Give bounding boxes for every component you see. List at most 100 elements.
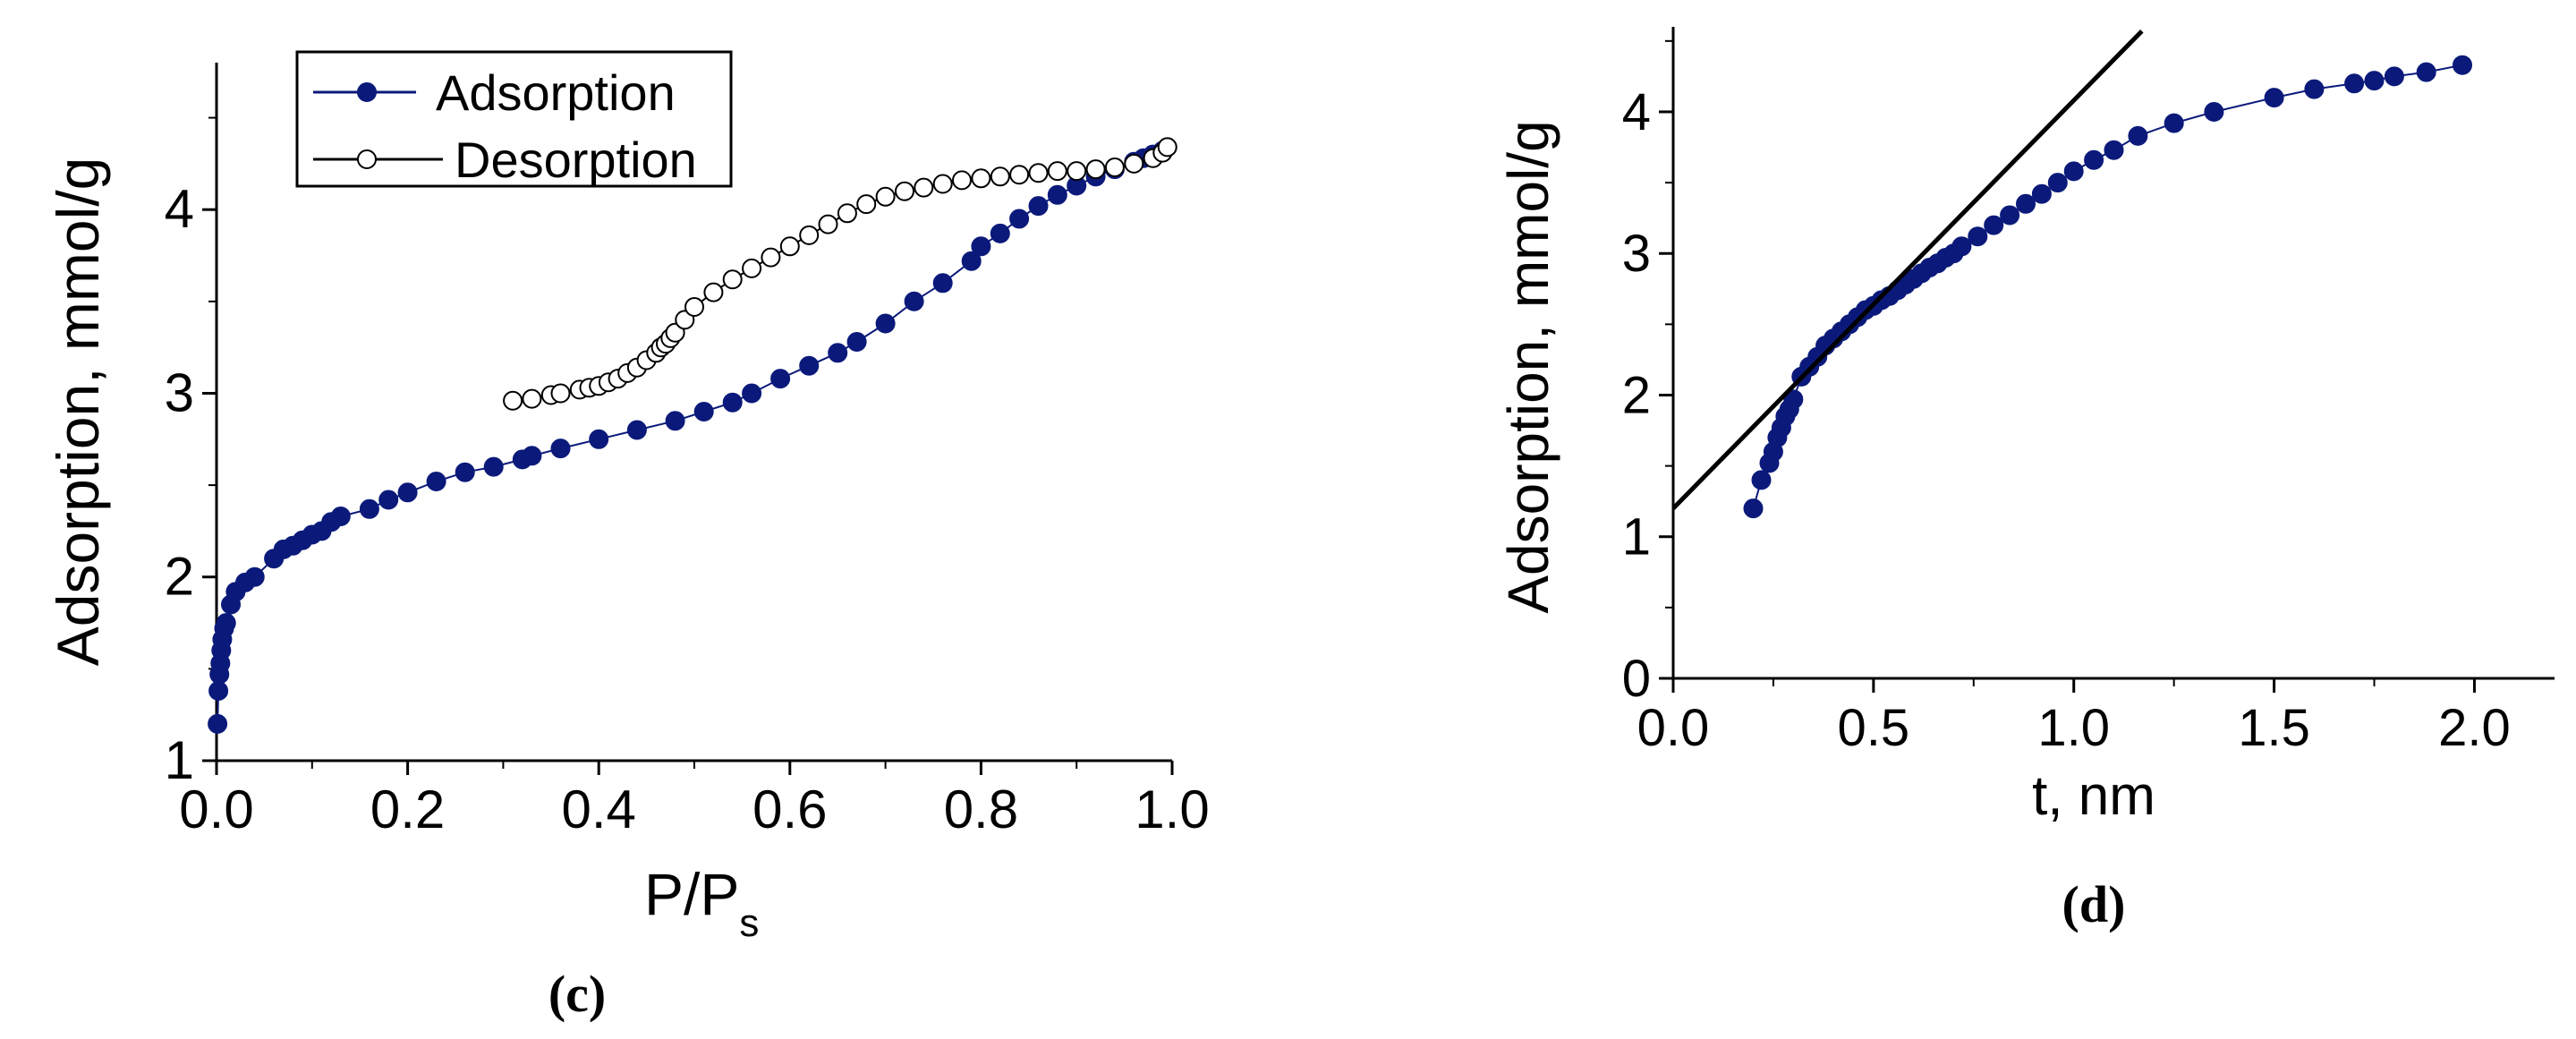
- panel-c-adsorption-point: [846, 332, 867, 352]
- panel-d-t-plot-point: [1984, 215, 2004, 235]
- panel-c-x-tick-label: 0.2: [370, 779, 445, 839]
- panel-c-desorption-point: [1157, 137, 1177, 158]
- panel-d-t-plot-point: [2047, 173, 2068, 193]
- panel-c-adsorption-point: [455, 462, 475, 482]
- panel-c-adsorption-point: [522, 446, 542, 466]
- panel-d-t-plot-point: [2164, 113, 2184, 133]
- panel-c-desorption-point: [952, 170, 972, 191]
- panel-d-series: [1671, 29, 2472, 519]
- panel-c-adsorption-point: [244, 566, 265, 587]
- panel-c-y-tick-label: 3: [165, 362, 194, 422]
- panel-c-adsorption-line: [217, 146, 1169, 724]
- panel-d-y-axis-label: Adsorption, mmol/g: [1496, 120, 1560, 613]
- panel-c-adsorption-point: [875, 313, 896, 334]
- panel-c-x-axis-label: P/Ps: [644, 861, 759, 945]
- panel-c-desorption-point: [761, 247, 781, 268]
- panel-d-t-plot-point: [2000, 205, 2020, 226]
- panel-c-y-tick-label: 4: [165, 179, 194, 239]
- panel-c-y-axis-label: Adsorption, mmol/g: [45, 158, 111, 667]
- panel-c-adsorption-point: [330, 507, 351, 526]
- panel-c-adsorption-point: [483, 456, 504, 477]
- panel-c-desorption-point: [703, 282, 724, 302]
- panel-c-adsorption-point: [208, 681, 229, 701]
- panel-d-x-tick-label: 1.0: [2037, 699, 2110, 757]
- panel-c-desorption-point: [818, 214, 838, 234]
- panel-c-adsorption-point: [693, 402, 714, 422]
- panel-c-adsorption-point: [1028, 196, 1049, 217]
- panel-c-desorption-point: [856, 194, 877, 215]
- panel-c-adsorption-point: [799, 355, 820, 376]
- panel-c-adsorption-point: [550, 439, 571, 459]
- panel-c-desorption-point: [1085, 159, 1106, 180]
- panel-d-t-plot-point: [2384, 66, 2404, 87]
- panel-d-t-plot-line: [1752, 64, 2463, 509]
- panel-c-adsorption-point: [208, 713, 228, 734]
- panel-d-x-axis-label: t, nm: [2032, 765, 2155, 827]
- panel-c-series: [208, 137, 1177, 734]
- panel-c-adsorption-point: [828, 343, 848, 363]
- panel-c-adsorption-point: [216, 613, 236, 634]
- panel-c-desorption-point: [1009, 165, 1030, 185]
- panel-d-t-plot-point: [2204, 102, 2224, 122]
- panel-c-x-tick-label: 0.0: [179, 779, 253, 839]
- panel-c-desorption-point: [1104, 158, 1125, 177]
- panel-c-adsorption-point: [359, 498, 379, 519]
- panel-c-chart: 0.0 0.2 0.4 0.6 0.8 1.0 1 2 3 4 Adsorption, mmol/…: [45, 50, 1210, 1023]
- panel-c-x-tick-label: 1.0: [1135, 779, 1209, 839]
- panel-c-x-tick-label: 0.4: [561, 779, 635, 839]
- panel-d-x-tick-label: 1.5: [2238, 699, 2310, 757]
- panel-d-t-plot-point: [2104, 140, 2124, 160]
- panel-c-adsorption-point: [971, 236, 991, 257]
- panel-c-desorption-point: [971, 168, 991, 189]
- legend-adsorption-label: Adsorption: [436, 64, 676, 121]
- panel-c-desorption-point: [1124, 153, 1144, 174]
- panel-c-adsorption-point: [626, 420, 647, 440]
- panel-c-adsorption-point: [397, 482, 418, 503]
- panel-c-desorption-point: [932, 174, 953, 194]
- panel-d-x-tick-label: 2.0: [2438, 699, 2511, 757]
- panel-d-t-plot-point: [2084, 149, 2104, 170]
- panel-d-t-plot-point: [2128, 125, 2148, 146]
- panel-c-adsorption-point: [378, 490, 399, 510]
- panel-c-desorption-point: [990, 166, 1010, 187]
- panel-d-ticks: 0.0 0.5 1.0 1.5 2.0 0 1 2 3 4: [1622, 39, 2511, 757]
- panel-d-t-plot-point: [2016, 193, 2036, 214]
- panel-d-linear-fit-line: [1671, 29, 2144, 510]
- panel-c-desorption-point: [895, 181, 914, 201]
- panel-c-adsorption-point: [961, 251, 982, 271]
- panel-d-y-tick-label: 4: [1622, 83, 1651, 141]
- panel-d-t-plot-point: [2031, 183, 2052, 204]
- panel-c-adsorption-point: [426, 472, 446, 491]
- panel-c-desorption-point: [684, 297, 704, 317]
- panel-c-y-tick-label: 1: [165, 730, 194, 790]
- panel-c-x-tick-label: 0.6: [752, 779, 827, 839]
- panel-d-t-plot-point: [1783, 389, 1804, 410]
- panel-c-adsorption-point: [665, 411, 685, 431]
- panel-c-adsorption-point: [1047, 184, 1067, 205]
- panel-c-desorption-point: [722, 269, 743, 290]
- panel-d-x-tick-label: 0.0: [1637, 699, 1710, 757]
- panel-c-desorption-point: [550, 383, 571, 404]
- panel-c-adsorption-point: [904, 291, 924, 311]
- panel-d-y-tick-label: 2: [1622, 366, 1651, 424]
- panel-c-legend: Adsorption Desorption: [295, 50, 733, 188]
- panel-d-t-plot-point: [2416, 62, 2436, 82]
- panel-c-adsorption-point: [722, 392, 743, 413]
- panel-d-t-plot-point: [2453, 55, 2472, 75]
- panel-c-adsorption-point: [1009, 209, 1030, 229]
- panel-d-y-tick-label: 0: [1622, 650, 1651, 708]
- panel-d-t-plot-point: [2364, 71, 2385, 91]
- panel-c-desorption-point: [914, 177, 934, 198]
- panel-d-t-plot-point: [2304, 79, 2325, 99]
- panel-d-t-plot-point: [1951, 236, 1972, 257]
- panel-c-adsorption-point: [589, 429, 609, 449]
- panel-c-desorption-point: [1067, 161, 1087, 182]
- panel-d-x-tick-label: 0.5: [1838, 699, 1910, 757]
- panel-d-t-plot-point: [2063, 161, 2084, 182]
- panel-c-adsorption-point: [990, 223, 1010, 243]
- panel-c-desorption-point: [742, 258, 762, 278]
- panel-c-desorption-point: [522, 388, 542, 409]
- panel-c-desorption-point: [503, 390, 523, 411]
- legend-desorption-label: Desorption: [455, 132, 697, 188]
